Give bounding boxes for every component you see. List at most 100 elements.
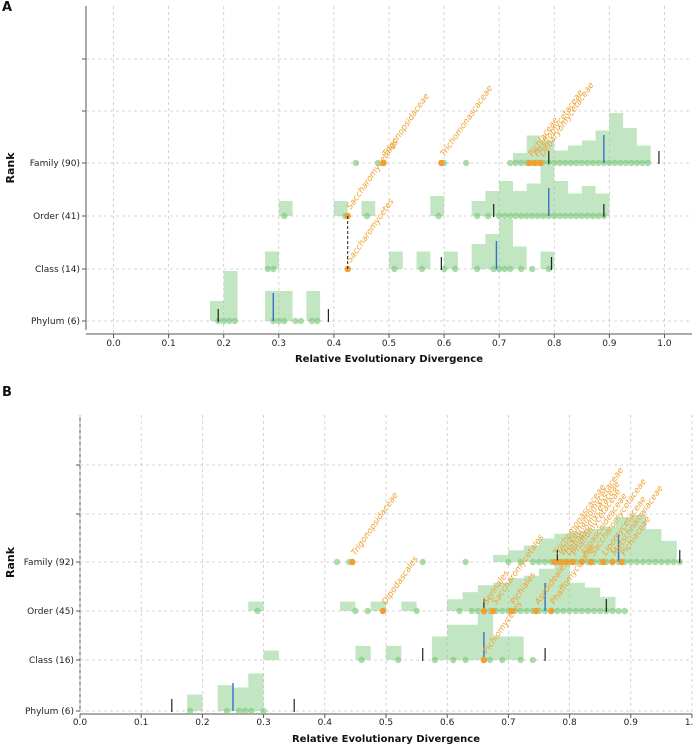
hist-bar-phylum-6	[306, 291, 321, 321]
point-phylum-6	[260, 707, 267, 715]
point-order-45	[609, 607, 616, 615]
hist-bar-order-41	[526, 183, 541, 216]
hist-bar-family-90	[636, 145, 651, 163]
point-family-92	[664, 558, 671, 566]
hist-bar-phylum-6	[223, 271, 238, 321]
point-class-14	[451, 265, 459, 273]
point-order-41	[578, 212, 586, 220]
y-axis-title: Rank	[4, 546, 17, 578]
point-family-90	[639, 159, 646, 167]
red-chart-b: 0.0 0.1 0.2 0.3 0.4 0.5 0.6 0.7 0.8 0.9 1.0 Phylum …	[4, 415, 693, 745]
point-phylum-6	[231, 317, 238, 325]
highlight-point-serinales	[480, 607, 488, 615]
hist-bar-phylum-6	[248, 673, 264, 711]
point-family-90	[518, 159, 525, 167]
point-phylum-6	[186, 707, 194, 715]
hist-bar-order-45	[584, 587, 601, 611]
point-family-92	[419, 558, 426, 566]
hist-bar-class-16	[386, 645, 402, 660]
point-family-92	[645, 558, 653, 566]
hist-bar-class-14	[512, 246, 527, 269]
point-family-92	[627, 558, 634, 566]
highlight-point-trigonopsidaceae	[349, 558, 356, 566]
y-tick-label-class-16: Class (16)	[29, 656, 74, 666]
x-tick-label: 0.8	[562, 718, 577, 728]
highlight-point-pichiomycetes	[480, 656, 488, 664]
point-order-41	[484, 212, 492, 220]
point-family-92	[633, 558, 641, 566]
point-family-90	[644, 159, 652, 167]
highlight-point-dipodascales	[379, 607, 387, 615]
x-tick-label: 1.0	[685, 718, 693, 728]
x-tick-label: 0.7	[501, 718, 515, 728]
hist-bar-order-45	[569, 582, 585, 611]
point-family-90	[512, 159, 519, 167]
point-order-41	[595, 212, 602, 220]
x-tick-label: 0.0	[106, 339, 121, 349]
hist-bar-family-90	[623, 128, 637, 163]
x-tick-label: 0.6	[437, 339, 452, 349]
point-order-45	[597, 607, 604, 615]
point-family-90	[352, 159, 360, 167]
point-class-14	[495, 265, 503, 273]
hist-bar-order-41	[568, 193, 582, 216]
point-order-41	[523, 212, 530, 220]
hist-bar-class-16	[477, 613, 494, 660]
hist-bar-class-16	[355, 645, 371, 660]
hist-bar-family-92	[630, 515, 647, 562]
x-tick-label: 0.9	[624, 718, 639, 728]
y-tick-label-order-45: Order (45)	[27, 607, 74, 617]
hist-bar-family-92	[600, 526, 616, 562]
point-family-92	[658, 558, 665, 566]
point-family-90	[589, 159, 597, 167]
x-tick-label: 0.0	[73, 718, 88, 728]
point-family-90	[578, 159, 586, 167]
x-tick-label: 0.5	[382, 339, 396, 349]
point-order-45	[474, 607, 481, 615]
point-family-90	[551, 159, 558, 167]
hist-bar-class-16	[508, 636, 524, 660]
hist-bar-order-45	[340, 601, 356, 611]
x-tick-label: 0.8	[547, 339, 562, 349]
hist-bar-family-92	[569, 531, 585, 562]
point-order-41	[551, 212, 558, 220]
hist-bar-class-14	[389, 251, 403, 269]
point-order-45	[590, 607, 598, 615]
panel-label-a: A	[2, 0, 13, 15]
point-family-92	[535, 558, 543, 566]
hist-bar-family-92	[584, 529, 601, 562]
highlight-point-saccharomycetaceae	[587, 558, 595, 566]
x-tick-label: 0.1	[161, 339, 175, 349]
hist-bar-family-90	[581, 140, 596, 163]
hist-bar-order-41	[278, 201, 293, 216]
point-class-16	[450, 656, 457, 664]
taxon-label-trichomonascaceae: Trichomonascaceae	[439, 84, 496, 159]
hist-bar-family-92	[661, 540, 677, 562]
point-phylum-6	[220, 317, 227, 325]
hist-bar-class-16	[462, 624, 478, 660]
point-family-90	[567, 159, 574, 167]
highlight-point-phaffomycetales	[548, 607, 555, 615]
y-axis-title: Rank	[4, 152, 17, 184]
point-order-41	[518, 212, 525, 220]
highlight-point-pichiaceae	[526, 159, 533, 167]
hist-bar-phylum-6	[233, 687, 249, 711]
x-tick-label: 0.3	[256, 718, 270, 728]
x-tick-label: 0.9	[602, 339, 617, 349]
hist-bar-order-41	[333, 201, 348, 216]
hist-bar-class-16	[431, 636, 448, 660]
x-tick-label: 0.2	[195, 718, 209, 728]
point-order-45	[554, 607, 561, 615]
highlight-point-alloascoideaceae	[578, 558, 586, 566]
hist-bar-class-16	[447, 624, 463, 660]
point-class-16	[462, 656, 469, 664]
hist-bar-order-45	[447, 599, 463, 611]
hist-bar-order-41	[581, 186, 596, 216]
point-phylum-6	[297, 317, 305, 325]
point-order-41	[567, 212, 574, 220]
red-chart-a: 0.0 0.1 0.2 0.3 0.4 0.5 0.6 0.7 0.8 0.9 1.0 Phylum …	[4, 6, 692, 365]
point-order-45	[352, 607, 359, 615]
point-order-41	[281, 212, 288, 220]
hist-bar-family-90	[568, 145, 582, 163]
x-axis-title: Relative Evolutionary Divergence	[292, 734, 480, 745]
